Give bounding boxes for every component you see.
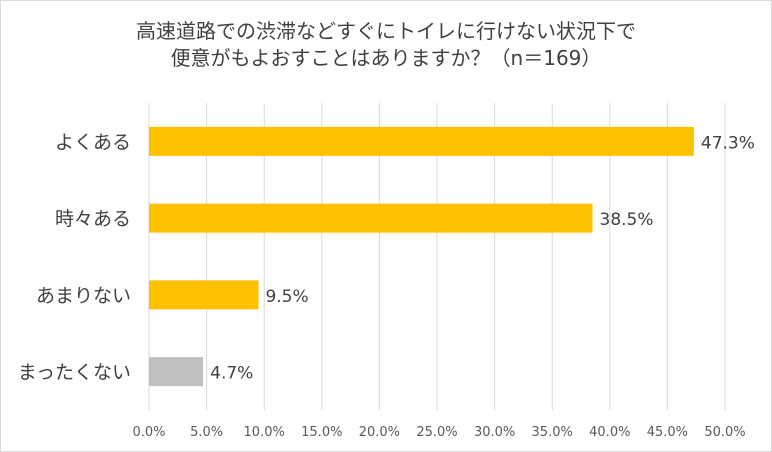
data-label: 38.5% (600, 210, 654, 230)
bar (149, 280, 259, 310)
x-tick-label: 35.0% (532, 425, 573, 440)
x-tick-label: 40.0% (589, 425, 630, 440)
x-tick-label: 20.0% (359, 425, 400, 440)
bar (149, 126, 694, 156)
x-tick-label: 30.0% (474, 425, 515, 440)
category-label: 時々ある (55, 208, 131, 230)
x-tick-label: 0.0% (132, 425, 165, 440)
data-label: 4.7% (210, 364, 253, 384)
data-label: 9.5% (265, 287, 308, 307)
x-tick-label: 15.0% (301, 425, 342, 440)
category-label: まったくない (18, 362, 131, 384)
category-label: よくある (55, 131, 131, 153)
x-tick-label: 50.0% (704, 425, 745, 440)
x-tick-label: 45.0% (647, 425, 688, 440)
chart-title-line2: 便意がもよおすことはありますか？（n＝169） (170, 46, 602, 70)
bar (149, 203, 593, 233)
data-label: 47.3% (701, 133, 755, 153)
x-tick-label: 5.0% (190, 425, 223, 440)
chart-title-line1: 高速道路での渋滞などすぐにトイレに行けない状況下で (136, 19, 636, 43)
bar (149, 357, 204, 387)
category-label: あまりない (36, 285, 131, 307)
x-tick-label: 10.0% (244, 425, 285, 440)
x-tick-label: 25.0% (416, 425, 457, 440)
